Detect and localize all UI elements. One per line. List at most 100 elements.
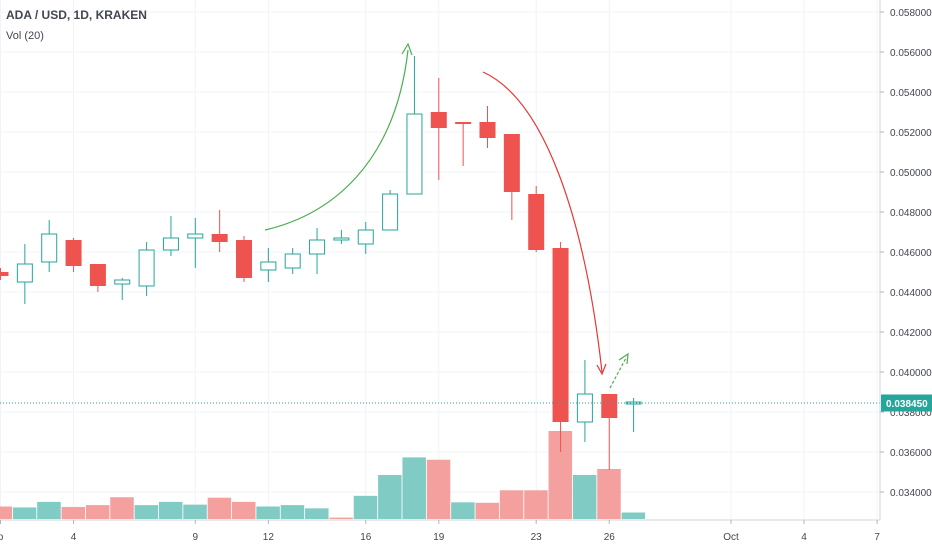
volume-bar xyxy=(0,506,12,519)
volume-bar xyxy=(232,501,256,519)
candle xyxy=(503,134,520,220)
volume-bar xyxy=(499,490,524,519)
x-tick-label: p xyxy=(0,532,4,543)
candle xyxy=(455,122,472,166)
volume-bars xyxy=(0,431,646,519)
volume-indicator-label[interactable]: Vol (20) xyxy=(6,30,44,42)
volume-bar xyxy=(548,431,573,519)
candle xyxy=(382,190,399,231)
x-tick-label: 16 xyxy=(360,532,372,543)
candle-body xyxy=(357,229,374,245)
volume-bar xyxy=(305,508,329,519)
candle-body xyxy=(187,233,204,239)
volume-bar xyxy=(61,506,86,519)
candle xyxy=(479,106,496,148)
candle xyxy=(333,230,350,244)
candlesticks xyxy=(0,56,642,470)
volume-bar xyxy=(426,459,451,519)
green-dashed-arrow-head xyxy=(618,352,629,365)
green-dashed-arrow xyxy=(609,357,627,389)
volume-bar xyxy=(158,501,183,519)
y-tick-label: 0.040000 xyxy=(890,368,932,379)
volume-bar xyxy=(12,507,37,519)
candle xyxy=(552,242,569,452)
y-tick-label: 0.052000 xyxy=(890,128,932,139)
candle-body xyxy=(382,193,399,231)
y-tick-label: 0.056000 xyxy=(890,48,932,59)
red-down-arrow-head xyxy=(596,363,607,376)
chart-title: ADA / USD, 1D, KRAKEN xyxy=(6,8,147,22)
green-up-arrow-head xyxy=(401,42,413,56)
candle-body xyxy=(503,134,520,192)
x-tick-label: 7 xyxy=(874,532,880,543)
volume-bar xyxy=(353,495,378,519)
candle xyxy=(211,210,228,252)
last-price-tag: 0.038450 xyxy=(881,394,932,412)
y-tick-label: 0.036000 xyxy=(890,448,932,459)
candle-body xyxy=(333,237,350,241)
candle xyxy=(65,238,82,272)
candle xyxy=(284,248,301,274)
volume-bar xyxy=(451,502,475,519)
volume-bar xyxy=(524,490,548,519)
candle-body xyxy=(41,233,58,263)
volume-bar xyxy=(110,497,134,519)
red-down-arrow xyxy=(482,71,603,373)
candle-body xyxy=(260,261,277,271)
candle xyxy=(89,264,106,292)
volume-bar xyxy=(37,501,61,519)
candle-body xyxy=(576,393,593,423)
grid-lines xyxy=(0,0,880,520)
y-tick-label: 0.054000 xyxy=(890,88,932,99)
volume-bar xyxy=(183,504,207,519)
volume-bar xyxy=(207,497,232,519)
x-tick-label: 12 xyxy=(263,532,275,543)
volume-bar xyxy=(85,505,110,519)
trend-arrows xyxy=(264,42,629,389)
candle xyxy=(138,242,155,296)
candle xyxy=(601,394,618,470)
x-tick-label: 4 xyxy=(801,532,807,543)
candle-body xyxy=(65,240,82,266)
volume-bar xyxy=(134,505,159,519)
candle xyxy=(357,222,374,254)
volume-bar xyxy=(597,468,621,519)
time-axis[interactable]: p 4 9 12 16 19 23 26 Oct 4 7 xyxy=(0,520,880,543)
price-axis[interactable]: 0.034000 0.036000 0.038000 0.040000 0.042000… xyxy=(880,8,932,499)
candle xyxy=(406,56,423,195)
volume-bar xyxy=(475,502,499,519)
candle-body xyxy=(528,194,545,250)
y-tick-label: 0.046000 xyxy=(890,248,932,259)
candle xyxy=(528,186,545,252)
y-tick-label: 0.058000 xyxy=(890,8,932,19)
candle-body xyxy=(479,122,496,138)
candle xyxy=(41,220,58,272)
candle-body xyxy=(601,394,618,418)
y-tick-label: 0.050000 xyxy=(890,168,932,179)
x-tick-label: 19 xyxy=(433,532,445,543)
x-tick-label: 23 xyxy=(531,532,543,543)
candle xyxy=(236,236,252,282)
x-tick-label: Oct xyxy=(723,532,739,543)
candle-body xyxy=(16,263,33,283)
candle-body xyxy=(430,112,447,128)
candle xyxy=(430,78,447,180)
volume-bar xyxy=(621,512,646,519)
candle xyxy=(260,248,277,282)
x-tick-label: 4 xyxy=(71,532,77,543)
candle xyxy=(16,244,33,304)
candle xyxy=(162,216,179,256)
volume-bar xyxy=(280,505,305,519)
candle-body xyxy=(284,253,301,269)
candle-body xyxy=(406,113,423,195)
volume-bar xyxy=(329,517,353,519)
candle xyxy=(0,268,9,280)
volume-bar xyxy=(572,475,597,519)
candle xyxy=(114,278,131,300)
candle-body xyxy=(309,239,326,255)
candle xyxy=(187,218,204,268)
candle-body xyxy=(89,264,106,286)
y-tick-label: 0.042000 xyxy=(890,328,932,339)
volume-bar xyxy=(402,457,426,519)
